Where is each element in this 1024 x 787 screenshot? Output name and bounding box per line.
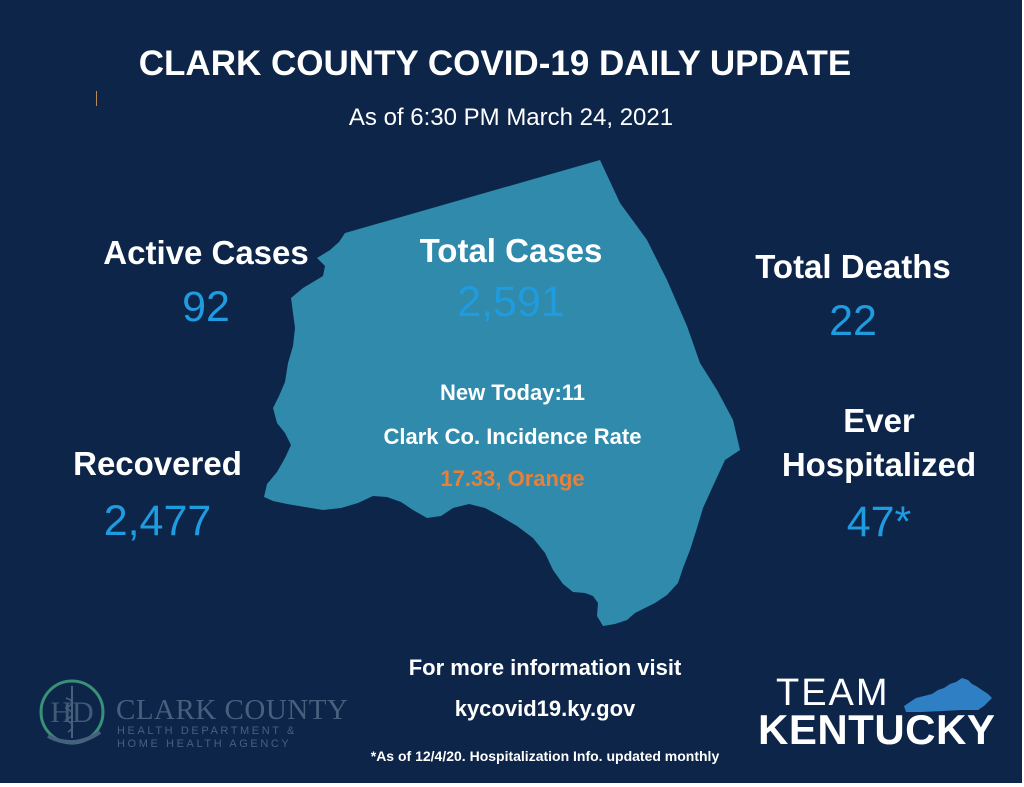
total-cases-value: 2,591 — [457, 278, 565, 326]
total-deaths-label: Total Deaths — [755, 248, 951, 285]
hd-monogram: HD — [50, 696, 93, 729]
kentucky-state-icon — [904, 678, 992, 712]
total-deaths-value: 22 — [829, 297, 877, 345]
recovered-value: 2,477 — [103, 497, 212, 545]
clark-county-map — [264, 160, 740, 626]
team-kentucky-word-team: TEAM — [776, 672, 890, 714]
new-today-text: New Today:11 — [439, 380, 586, 405]
health-department-logo-icon: HD — [39, 679, 105, 745]
active-cases-value: 92 — [182, 283, 230, 331]
health-department-subtitle-2: HOME HEALTH AGENCY — [117, 738, 292, 750]
recovered-label: Recovered — [73, 445, 242, 482]
team-kentucky-word-kentucky: KENTUCKY — [758, 706, 996, 753]
hospitalized-value: 47* — [846, 498, 912, 546]
health-department-name: CLARK COUNTY — [116, 694, 349, 726]
page-title: CLARK COUNTY COVID-19 DAILY UPDATE — [138, 44, 852, 83]
hospitalization-footnote: *As of 12/4/20. Hospitalization Info. up… — [370, 748, 720, 764]
active-cases-label: Active Cases — [103, 234, 309, 271]
as-of-date: As of 6:30 PM March 24, 2021 — [348, 104, 674, 131]
more-info-text: For more information visit — [408, 655, 682, 680]
hospitalized-label-line1: Ever — [843, 402, 915, 439]
total-cases-label: Total Cases — [419, 232, 603, 269]
hospitalized-label-line2: Hospitalized — [781, 446, 977, 483]
incidence-rate-value: 17.33, Orange — [440, 466, 585, 491]
health-department-subtitle-1: HEALTH DEPARTMENT & — [117, 725, 297, 737]
incidence-rate-label: Clark Co. Incidence Rate — [383, 424, 642, 449]
website-link[interactable]: kycovid19.ky.gov — [454, 696, 636, 721]
text-cursor-mark — [96, 91, 97, 106]
